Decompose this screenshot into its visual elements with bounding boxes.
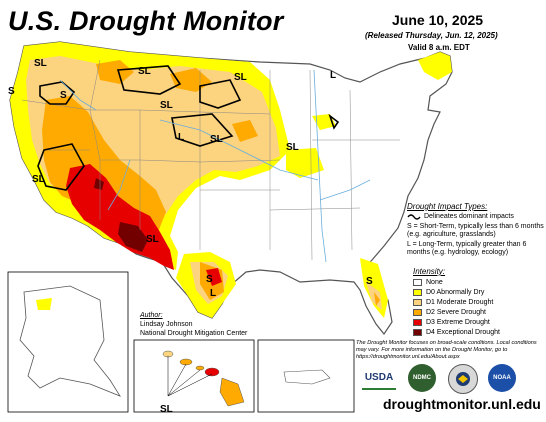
map-title: U.S. Drought Monitor (8, 6, 284, 36)
valid-time: Valid 8 a.m. EDT (408, 43, 470, 52)
map-label-sl-6: SL (286, 142, 299, 153)
intensity-swatch (413, 278, 422, 286)
puerto-rico-inset-frame (257, 339, 355, 413)
map-label-sl-5: SL (210, 134, 223, 145)
website-url[interactable]: droughtmonitor.unl.edu (383, 396, 541, 412)
map-label-group: SL S S SL SL L SL L SL SL SL SL L S S SL (8, 58, 373, 415)
intensity-swatch (413, 288, 422, 296)
alaska-d0 (36, 298, 52, 310)
ndmc-logo: NDMC (408, 364, 436, 392)
alaska-outline (19, 285, 121, 397)
impact-types-legend: Drought Impact Types: Delineates dominan… (407, 203, 545, 259)
map-label-sl-4: SL (160, 100, 173, 111)
eagle-icon (456, 372, 470, 386)
map-label-sl-hawaii: SL (160, 404, 173, 415)
map-date: June 10, 2025 (392, 12, 484, 28)
noaa-logo: NOAA (488, 364, 516, 392)
alaska-inset-frame (7, 271, 129, 413)
impact-line-swatch-icon (407, 214, 421, 220)
intensity-row: D4 Exceptional Drought (413, 327, 543, 337)
hawaii-leader-lines (167, 356, 213, 397)
map-label-sl-8: SL (146, 234, 159, 245)
intensity-row: D1 Moderate Drought (413, 297, 543, 307)
author-block: Author: Lindsay Johnson National Drought… (140, 311, 247, 338)
intensity-legend: Intensity: None D0 Abnormally Dry D1 Moder… (413, 267, 543, 337)
map-label-s-1: S (8, 86, 15, 97)
impact-lines (37, 65, 340, 191)
intensity-label: D2 Severe Drought (426, 308, 486, 316)
hawaii-inset-frame (133, 339, 255, 413)
intensity-swatch (413, 308, 422, 316)
d3-areas (66, 164, 222, 286)
intensity-row: D3 Extreme Drought (413, 317, 543, 327)
map-label-sl-1: SL (34, 58, 47, 69)
author-org: National Drought Mitigation Center (140, 330, 248, 337)
map-label-sl-7: SL (32, 174, 45, 185)
d4-areas (94, 178, 148, 252)
intensity-swatch (413, 328, 422, 336)
map-label-sl-3: SL (234, 72, 247, 83)
rivers (59, 69, 371, 263)
map-label-l-3: L (210, 288, 216, 299)
release-date: (Released Thursday, Jun. 12, 2025) (365, 31, 498, 40)
impact-types-heading: Drought Impact Types: (407, 202, 488, 211)
map-label-s-3: S (206, 274, 213, 285)
intensity-row: D0 Abnormally Dry (413, 287, 543, 297)
intensity-label: D0 Abnormally Dry (426, 288, 485, 296)
author-heading: Author: (140, 312, 163, 319)
puerto-rico-outline (283, 369, 331, 385)
map-label-l-2: L (178, 132, 184, 143)
intensity-row: D2 Severe Drought (413, 307, 543, 317)
map-label-s-4: S (366, 276, 373, 287)
intensity-label: D1 Moderate Drought (426, 298, 494, 306)
hawaii-islands (162, 350, 245, 407)
intensity-swatch (413, 318, 422, 326)
intensity-label: D4 Exceptional Drought (426, 328, 500, 336)
map-label-l-1: L (330, 70, 336, 81)
usda-logo: USDA (362, 366, 396, 390)
state-lines (21, 59, 400, 261)
map-label-s-2: S (60, 90, 67, 101)
impact-short-term-text: S = Short-Term, typically less than 6 mo… (407, 223, 544, 238)
impact-delineates-text: Delineates dominant impacts (424, 213, 514, 220)
intensity-swatch (413, 298, 422, 306)
impact-long-term-text: L = Long-Term, typically greater than 6 … (407, 241, 527, 256)
author-name: Lindsay Johnson (140, 321, 193, 328)
intensity-label: None (426, 278, 443, 286)
intensity-heading: Intensity: (413, 267, 446, 276)
intensity-row: None (413, 277, 543, 287)
disclaimer-text: The Drought Monitor focuses on broad-sca… (356, 340, 537, 360)
intensity-label: D3 Extreme Drought (426, 318, 490, 326)
doc-seal-icon (448, 364, 478, 394)
map-label-sl-2: SL (138, 66, 151, 77)
